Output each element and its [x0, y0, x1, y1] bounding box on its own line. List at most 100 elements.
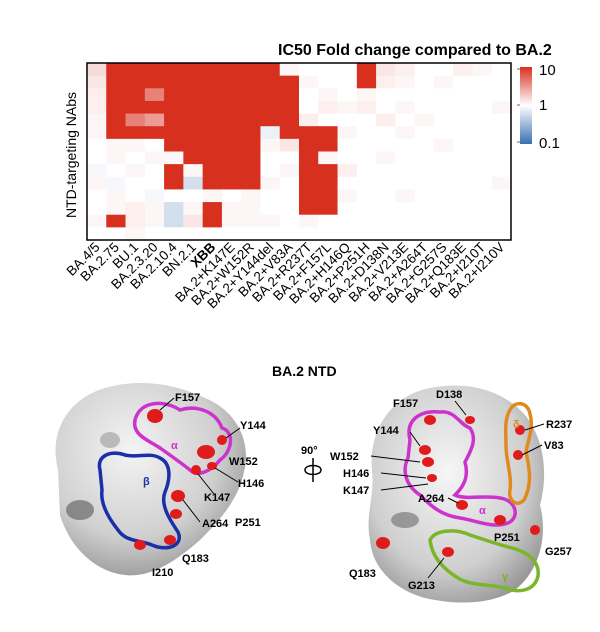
heatmap-cell: [125, 202, 146, 216]
heatmap-cell: [87, 63, 107, 77]
right-pointer-r237: [524, 423, 545, 431]
heatmap-cell: [337, 164, 358, 178]
right-region-delta-label: δ: [513, 419, 520, 431]
heatmap-cell: [202, 75, 223, 89]
left-surface-shadow: [66, 500, 94, 520]
heatmap-cell: [106, 189, 126, 203]
right-pointer-d138: [454, 400, 467, 416]
heatmap-cell: [221, 151, 242, 165]
heatmap-cell: [433, 113, 454, 127]
heatmap-cell: [279, 202, 300, 216]
heatmap-cell: [376, 63, 396, 77]
left-label-y144: Y144: [240, 420, 267, 432]
heatmap-cell: [299, 214, 319, 228]
heatmap-cell: [144, 138, 165, 152]
right-label-h146: H146: [343, 468, 369, 480]
left-surface-shadow2: [100, 432, 120, 448]
right-region-gamma: [428, 529, 540, 593]
heatmap-cell: [241, 75, 261, 89]
heatmap-cell: [376, 138, 396, 152]
right-label-a264: A264: [418, 493, 445, 505]
right-site-f157: [424, 415, 436, 425]
heatmap-cell: [318, 75, 338, 89]
heatmap-cell: [318, 189, 338, 203]
right-site-h146: [427, 474, 437, 482]
heatmap-cell: [164, 176, 184, 190]
heatmap-cell: [202, 214, 223, 228]
heatmap-cell: [318, 100, 338, 114]
heatmap-cell: [395, 88, 416, 102]
heatmap-cell: [337, 113, 358, 127]
heatmap-cell: [318, 214, 338, 228]
heatmap-cell: [356, 164, 377, 178]
heatmap-cell: [125, 176, 146, 190]
heatmap-cell: [106, 227, 126, 241]
heatmap-cell: [414, 202, 435, 216]
heatmap-cell: [453, 189, 473, 203]
heatmap-cell: [491, 202, 512, 216]
heatmap-cell: [414, 100, 435, 114]
heatmap-cell: [164, 138, 184, 152]
heatmap-cell: [183, 176, 204, 190]
rotation-arrow-icon: [304, 464, 322, 476]
heatmap-cell: [87, 100, 107, 114]
heatmap-cell: [260, 176, 281, 190]
heatmap-cell: [376, 126, 396, 140]
heatmap-cell: [453, 88, 473, 102]
heatmap-cell: [299, 63, 319, 77]
rotation-indicator: 90°: [301, 445, 322, 482]
heatmap-cell: [453, 63, 473, 77]
heatmap-cell: [337, 214, 358, 228]
heatmap-cell: [472, 126, 493, 140]
right-label-q183: Q183: [349, 568, 376, 580]
right-label-d138: D138: [436, 389, 462, 401]
heatmap-cell: [472, 100, 493, 114]
heatmap-cell: [318, 88, 338, 102]
heatmap-cell: [433, 88, 454, 102]
left-label-f157: F157: [175, 392, 200, 404]
heatmap-cell: [183, 126, 204, 140]
heatmap-cell: [453, 227, 473, 241]
heatmap-cell: [299, 88, 319, 102]
heatmap-cell: [279, 126, 300, 140]
heatmap-cell: [106, 202, 126, 216]
heatmap-cell: [241, 100, 261, 114]
heatmap-cell: [144, 126, 165, 140]
heatmap-cell: [87, 126, 107, 140]
right-site-g257: [530, 525, 540, 535]
heatmap-cell: [241, 164, 261, 178]
heatmap-cell: [125, 151, 146, 165]
left-site-y144: [217, 435, 227, 445]
heatmap-cell: [106, 164, 126, 178]
heatmap-cell: [356, 202, 377, 216]
heatmap-cell: [221, 100, 242, 114]
heatmap-cell: [491, 75, 512, 89]
left-pointer-f157: [159, 397, 175, 411]
heatmap-cell: [144, 227, 165, 241]
heatmap-cell: [395, 138, 416, 152]
right-pointer-y144: [409, 431, 421, 447]
heatmap-cell: [202, 151, 223, 165]
heatmap-cell: [395, 63, 416, 77]
heatmap-cell: [260, 227, 281, 241]
heatmap-cell: [356, 126, 377, 140]
heatmap-cell: [144, 151, 165, 165]
heatmap-cell: [414, 88, 435, 102]
left-label-k147: K147: [204, 492, 230, 504]
heatmap-cell: [202, 88, 223, 102]
heatmap-cell: [125, 138, 146, 152]
heatmap-cell: [144, 100, 165, 114]
heatmap-cell: [472, 138, 493, 152]
heatmap-cell: [144, 63, 165, 77]
heatmap-cell: [125, 75, 146, 89]
heatmap-cell: [472, 151, 493, 165]
heatmap-cell: [106, 176, 126, 190]
heatmap-cell: [376, 176, 396, 190]
heatmap-cell: [202, 63, 223, 77]
heatmap-cell: [376, 113, 396, 127]
heatmap-cell: [318, 202, 338, 216]
heatmap-cell: [356, 227, 377, 241]
heatmap-cell: [164, 100, 184, 114]
heatmap-cell: [221, 75, 242, 89]
right-site-a264: [456, 500, 468, 510]
